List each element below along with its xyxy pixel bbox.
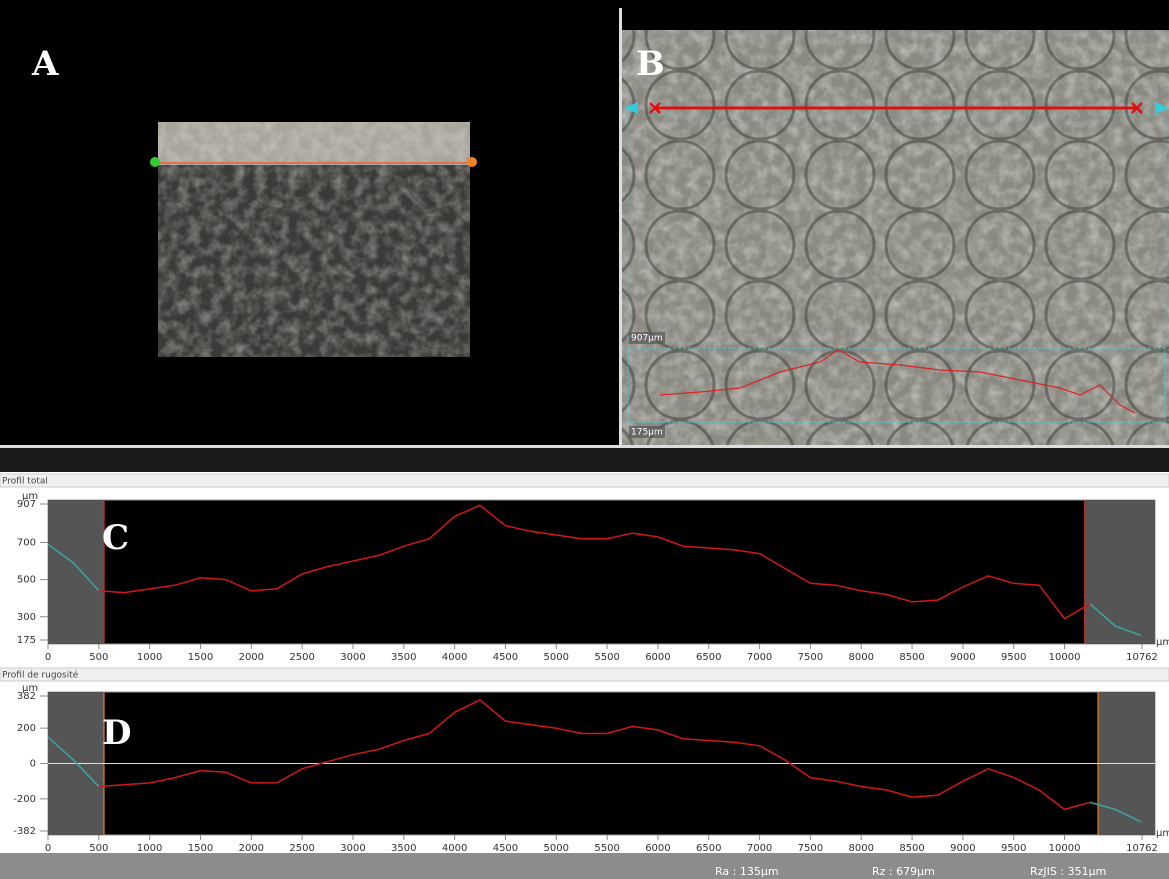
x-tick-label: 0 — [45, 843, 51, 854]
panel-label: C — [102, 518, 129, 558]
x-unit: µm — [1156, 828, 1169, 839]
x-tick-label: 9500 — [1001, 652, 1026, 663]
y-tick-label: 300 — [17, 612, 36, 623]
chart-title: Profil total — [2, 477, 48, 487]
profile-line — [98, 699, 1091, 811]
x-tick-label: 3000 — [340, 843, 365, 854]
x-tick-label: 7000 — [747, 652, 772, 663]
y-tick-label: 700 — [17, 537, 36, 548]
x-tick-label: 4000 — [442, 843, 467, 854]
x-tick-label: 9000 — [950, 652, 975, 663]
scale-top: 907µm — [631, 334, 663, 344]
x-tick-label: 7500 — [798, 652, 823, 663]
x-tick-label: 4500 — [493, 843, 518, 854]
x-tick-label: 1000 — [137, 843, 162, 854]
x-tick-label: 6000 — [645, 843, 670, 854]
measure-box — [627, 114, 1166, 423]
x-tick-label: 10762 — [1126, 652, 1158, 663]
panel-label: D — [102, 713, 131, 753]
x-tick-label: 5000 — [544, 652, 569, 663]
x-tick-label: 7000 — [747, 843, 772, 854]
x-tick-label: 3500 — [391, 652, 416, 663]
x-tick-label: 9000 — [950, 843, 975, 854]
x-tick-label: 1500 — [188, 843, 213, 854]
y-unit: µm — [22, 491, 38, 502]
x-tick-label: 5000 — [544, 843, 569, 854]
x-tick-label: 6500 — [696, 843, 721, 854]
stat: RzJIS : 351µm — [1030, 865, 1106, 878]
x-tick-label: 3500 — [391, 843, 416, 854]
x-tick-label: 2500 — [289, 843, 314, 854]
start-point[interactable] — [150, 157, 160, 167]
plot-area — [47, 499, 1156, 645]
chart-title: Profil de rugosité — [2, 670, 79, 681]
x-tick-label: 1500 — [188, 652, 213, 663]
panel-header — [0, 473, 1169, 488]
x-unit: µm — [1156, 637, 1169, 648]
x-tick-label: 9500 — [1001, 843, 1026, 854]
x-tick-label: 10762 — [1126, 843, 1158, 854]
stat: Rz : 679µm — [872, 865, 935, 878]
label-bg — [629, 426, 665, 438]
view-2d: 907µm 175µm — [622, 30, 1169, 445]
y-tick-label: 175 — [17, 635, 36, 646]
stat: Ra : 135µm — [715, 865, 779, 878]
x-tick-label: 2000 — [239, 843, 264, 854]
profile-line — [47, 543, 1142, 637]
x-tick-label: 7500 — [798, 843, 823, 854]
view-3d — [150, 122, 477, 357]
profile-overlay — [659, 349, 1136, 414]
panel-label: A — [31, 44, 59, 84]
x-tick-label: 6000 — [645, 652, 670, 663]
x-tick-label: 5500 — [594, 652, 619, 663]
panel-label: B — [636, 44, 665, 84]
x-tick-label: 0 — [45, 652, 51, 663]
profile-box — [627, 347, 1166, 423]
x-tick-label: 5500 — [594, 843, 619, 854]
status-bar — [0, 853, 1169, 879]
y-tick-label: 382 — [17, 691, 36, 702]
y-tick-label: 907 — [17, 499, 36, 510]
panel-header — [0, 667, 1169, 682]
x-tick-label: 500 — [89, 652, 108, 663]
x-tick-label: 2500 — [289, 652, 314, 663]
x-tick-label: 4500 — [493, 652, 518, 663]
divider — [0, 445, 1169, 448]
profile-line — [47, 736, 1142, 823]
profile-line — [98, 504, 1091, 620]
y-tick-label: 500 — [17, 575, 36, 586]
toolbar — [0, 448, 1169, 472]
x-tick-label: 10000 — [1049, 843, 1081, 854]
x-tick-label: 1000 — [137, 652, 162, 663]
end-point[interactable] — [467, 157, 477, 167]
x-tick-label: 500 — [89, 843, 108, 854]
x-tick-label: 8500 — [899, 652, 924, 663]
y-tick-label: 200 — [17, 723, 36, 734]
y-tick-label: -200 — [13, 794, 36, 805]
x-tick-label: 8000 — [849, 843, 874, 854]
x-tick-label: 2000 — [239, 652, 264, 663]
divider — [619, 8, 622, 448]
y-tick-label: -382 — [13, 826, 36, 837]
scale-bottom: 175µm — [631, 428, 663, 438]
excluded-range — [48, 500, 104, 644]
x-tick-label: 4000 — [442, 652, 467, 663]
x-tick-label: 8500 — [899, 843, 924, 854]
label-bg — [629, 332, 665, 344]
x-tick-label: 10000 — [1049, 652, 1081, 663]
measure-ends — [649, 102, 1143, 114]
excluded-range — [1084, 500, 1155, 644]
x-tick-label: 8000 — [849, 652, 874, 663]
x-tick-label: 3000 — [340, 652, 365, 663]
y-tick-label: 0 — [30, 759, 36, 770]
surface-section-texture — [158, 122, 470, 165]
image-cells — [622, 30, 1169, 445]
y-unit: µm — [22, 683, 38, 694]
x-tick-label: 6500 — [696, 652, 721, 663]
